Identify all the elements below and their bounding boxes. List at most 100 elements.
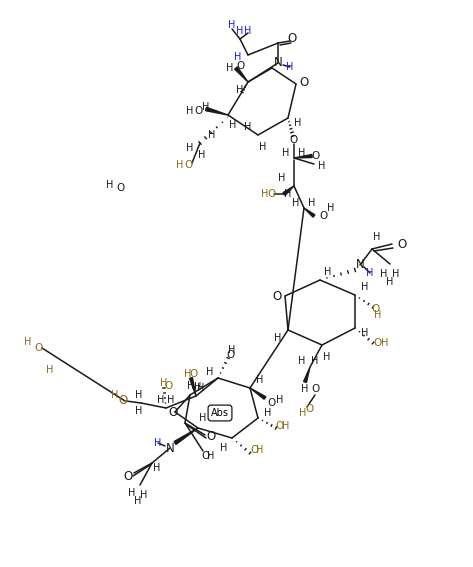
Text: H: H (361, 328, 368, 338)
Polygon shape (174, 428, 198, 445)
Text: H: H (236, 85, 244, 95)
Polygon shape (283, 186, 294, 196)
Text: O: O (236, 61, 244, 71)
Text: H: H (361, 282, 368, 292)
Polygon shape (235, 67, 248, 82)
Text: O: O (272, 290, 281, 303)
Text: O: O (276, 421, 284, 431)
Text: H: H (324, 352, 331, 362)
Text: H: H (199, 413, 207, 423)
Text: O: O (116, 183, 124, 193)
Text: H: H (286, 62, 294, 72)
Text: H: H (366, 268, 374, 278)
Text: H: H (373, 232, 381, 242)
Text: H: H (134, 496, 142, 506)
Text: H: H (292, 198, 300, 208)
Text: H: H (197, 383, 205, 393)
Text: H: H (259, 142, 267, 152)
Text: H: H (386, 277, 394, 287)
Text: H: H (46, 365, 54, 375)
Text: H: H (206, 367, 214, 377)
Text: H: H (184, 369, 192, 379)
Text: H: H (381, 338, 389, 348)
Text: H: H (261, 189, 269, 199)
Text: H: H (301, 384, 309, 394)
Text: O: O (288, 32, 297, 45)
Text: H: H (198, 150, 206, 160)
Text: H: H (282, 148, 289, 158)
Text: H: H (128, 488, 136, 498)
Text: O: O (164, 381, 172, 391)
Text: H: H (245, 26, 252, 36)
Text: H: H (276, 395, 284, 405)
Text: H: H (24, 337, 32, 347)
Text: H: H (294, 118, 302, 128)
Text: H: H (187, 381, 195, 391)
Text: H: H (245, 122, 252, 132)
Text: H: H (298, 148, 306, 158)
Text: O: O (299, 75, 308, 88)
Text: H: H (236, 26, 244, 36)
Text: O: O (290, 135, 298, 145)
Text: O: O (189, 369, 197, 379)
Text: O: O (206, 430, 216, 443)
Text: H: H (228, 345, 236, 355)
Text: H: H (158, 395, 165, 405)
Text: H: H (167, 395, 175, 405)
Text: H: H (274, 333, 282, 343)
Text: H: H (140, 490, 148, 500)
Text: O: O (311, 384, 319, 394)
Polygon shape (304, 367, 310, 383)
Text: O: O (268, 398, 276, 408)
Text: O: O (123, 471, 132, 484)
Text: H: H (324, 267, 332, 277)
Text: H: H (264, 408, 272, 418)
Text: H: H (153, 463, 161, 473)
Text: H: H (318, 161, 326, 171)
Text: H: H (380, 269, 388, 279)
Text: O: O (374, 338, 382, 348)
Polygon shape (250, 388, 266, 399)
Text: H: H (176, 160, 184, 170)
Text: H: H (160, 378, 168, 388)
Text: H: H (202, 102, 210, 112)
Text: H: H (278, 173, 286, 183)
Text: H: H (194, 382, 201, 392)
Polygon shape (190, 378, 196, 396)
Polygon shape (294, 155, 312, 158)
Text: H: H (226, 63, 234, 73)
Text: H: H (256, 375, 263, 385)
Text: O: O (312, 151, 320, 161)
Text: O: O (305, 404, 313, 414)
Text: H: H (234, 52, 242, 62)
Text: N: N (356, 259, 364, 272)
Text: O: O (250, 445, 258, 455)
Text: H: H (299, 408, 307, 418)
Text: H: H (308, 198, 315, 208)
Text: H: H (220, 443, 228, 453)
Text: O: O (226, 350, 234, 360)
Text: Abs: Abs (211, 408, 229, 418)
Text: N: N (166, 442, 175, 455)
Text: H: H (186, 106, 193, 116)
Text: O: O (397, 238, 407, 251)
Text: H: H (207, 451, 215, 461)
Text: H: H (256, 445, 263, 455)
Polygon shape (304, 208, 315, 217)
Text: O: O (320, 211, 328, 221)
Text: H: H (229, 120, 236, 130)
Text: O: O (118, 395, 128, 408)
Text: H: H (135, 390, 143, 400)
Text: H: H (311, 356, 319, 366)
Text: H: H (186, 143, 193, 153)
Text: O: O (34, 343, 42, 353)
Text: H: H (154, 438, 162, 448)
Text: H: H (298, 356, 306, 366)
Polygon shape (206, 107, 228, 115)
Text: O: O (184, 160, 192, 170)
Text: H: H (135, 406, 143, 416)
Text: O: O (168, 405, 178, 418)
Text: H: H (327, 203, 335, 213)
Text: O: O (267, 189, 275, 199)
Text: H: H (282, 421, 289, 431)
